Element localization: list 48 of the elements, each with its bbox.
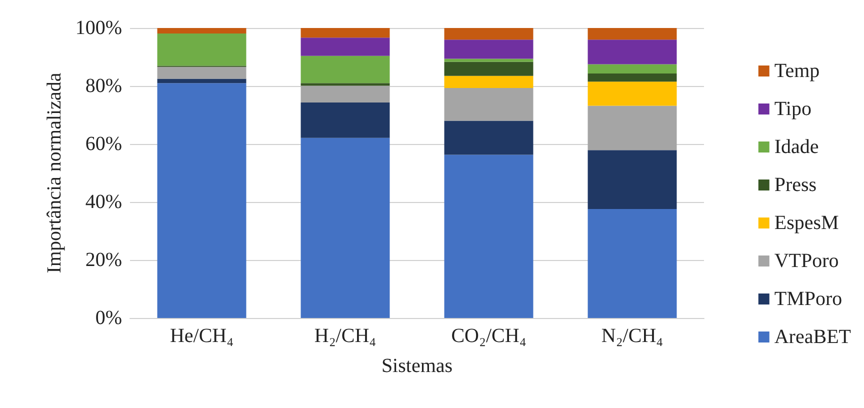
bar bbox=[444, 62, 534, 76]
x-tick-label: CO₂/CH₄ bbox=[451, 325, 526, 347]
y-tick-label: 100% bbox=[75, 17, 122, 39]
bar bbox=[444, 40, 534, 59]
bar bbox=[588, 150, 677, 209]
bar bbox=[588, 74, 677, 82]
x-axis-title: Sistemas bbox=[381, 355, 453, 377]
y-tick-label: 40% bbox=[85, 191, 122, 213]
bar bbox=[444, 76, 534, 88]
bar bbox=[157, 83, 246, 318]
y-tick-label: 80% bbox=[85, 75, 122, 97]
bar bbox=[444, 120, 534, 155]
bar bbox=[157, 28, 246, 34]
bar bbox=[157, 66, 246, 79]
legend-label: Tipo bbox=[774, 98, 812, 120]
legend-label: Idade bbox=[774, 136, 819, 158]
legend-label: VTPoro bbox=[774, 250, 839, 272]
bar bbox=[444, 88, 534, 121]
bar bbox=[300, 102, 390, 138]
y-tick-label: 20% bbox=[85, 249, 122, 271]
x-tick-label: He/CH₄ bbox=[170, 325, 234, 347]
legend-label: Temp bbox=[774, 60, 820, 82]
bar bbox=[300, 28, 390, 38]
bar bbox=[157, 78, 246, 84]
bar bbox=[588, 82, 677, 106]
y-tick-label: 0% bbox=[95, 307, 122, 329]
bar bbox=[300, 83, 390, 86]
x-tick-label: N₂/CH₄ bbox=[601, 325, 664, 347]
bar bbox=[588, 40, 677, 64]
legend-label: Press bbox=[774, 174, 817, 196]
bar bbox=[444, 28, 534, 40]
bar bbox=[300, 38, 390, 56]
bar bbox=[300, 138, 390, 318]
bar bbox=[588, 64, 677, 74]
x-tick-label: H₂/CH₄ bbox=[314, 325, 376, 347]
y-axis-title: Importância normalizada bbox=[43, 72, 66, 274]
bar bbox=[444, 58, 534, 62]
bar bbox=[157, 34, 246, 66]
bar bbox=[300, 86, 390, 103]
bar bbox=[300, 56, 390, 84]
y-tick-label: 60% bbox=[85, 133, 122, 155]
legend-label: TMPoro bbox=[774, 288, 842, 310]
bar bbox=[588, 106, 677, 150]
bar bbox=[444, 154, 534, 318]
legend-label: EspesM bbox=[774, 212, 840, 234]
bar bbox=[588, 28, 677, 40]
bar bbox=[588, 208, 677, 318]
legend-label: AreaBET bbox=[774, 326, 852, 348]
